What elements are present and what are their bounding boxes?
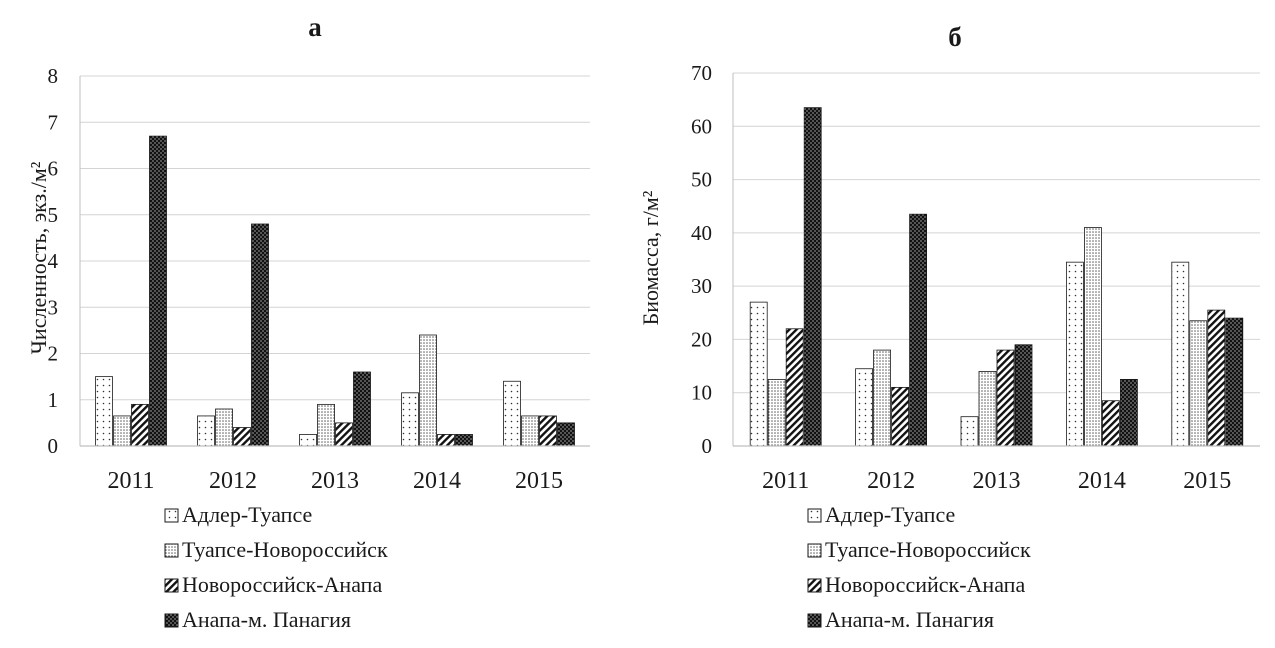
chart-b-bar bbox=[785, 328, 804, 447]
chart-b-bar bbox=[1120, 378, 1138, 447]
chart-b-y-tick-label: 70 bbox=[691, 61, 712, 85]
chart-b-legend-swatch bbox=[807, 508, 822, 523]
chart-b-biomass: б Биомасса, г/м² 0 10 20 30 40 50 60 70 2011 201… bbox=[638, 22, 1260, 632]
chart-b-y-axis-label: Биомасса, г/м² bbox=[638, 190, 663, 325]
chart-a-legend-swatch bbox=[164, 613, 179, 628]
chart-a-bar bbox=[401, 392, 419, 447]
chart-b-y-tick-label: 30 bbox=[691, 274, 712, 298]
chart-a-legend-label: Новороссийск-Анапа bbox=[182, 572, 382, 597]
chart-a-y-axis-label: Численность, экз./м² bbox=[26, 161, 51, 354]
chart-a-bar bbox=[455, 434, 473, 447]
chart-b-legend-swatch bbox=[807, 543, 822, 558]
chart-b-bar bbox=[1207, 309, 1226, 447]
chart-a-bar bbox=[197, 415, 215, 447]
chart-b-x-tick-label: 2015 bbox=[1183, 468, 1231, 494]
chart-a-bar bbox=[251, 223, 269, 447]
chart-a-bar bbox=[503, 380, 521, 447]
chart-a-legend-label: Туапсе-Новороссийск bbox=[182, 537, 388, 562]
chart-b-y-tick-label: 50 bbox=[691, 168, 712, 192]
chart-b-bar bbox=[909, 213, 927, 447]
chart-a-y-tick-label: 1 bbox=[48, 388, 59, 412]
chart-a-x-tick-label: 2013 bbox=[311, 468, 359, 494]
chart-b-y-tick-label: 10 bbox=[691, 381, 712, 405]
chart-a-title: а bbox=[308, 12, 322, 42]
chart-a-bar bbox=[557, 422, 575, 447]
chart-a-bar bbox=[419, 334, 437, 447]
chart-b-legend-swatch bbox=[807, 578, 822, 593]
chart-a-bar bbox=[149, 135, 167, 447]
chart-b-legend-swatch bbox=[807, 613, 822, 628]
chart-b-y-tick-label: 60 bbox=[691, 114, 712, 138]
chart-b-bar bbox=[767, 378, 786, 447]
chart-a-y-tick-label: 6 bbox=[48, 157, 59, 181]
chart-b-bar bbox=[891, 386, 909, 447]
chart-a-x-tick-label: 2012 bbox=[209, 468, 257, 494]
chart-a-legend-swatch bbox=[164, 578, 179, 593]
chart-b-y-tick-label: 0 bbox=[702, 434, 713, 458]
chart-b-y-tick-label: 20 bbox=[691, 327, 712, 351]
chart-a-bar bbox=[95, 376, 113, 447]
chart-a-bar bbox=[299, 434, 317, 447]
chart-b-bar bbox=[996, 349, 1015, 447]
chart-a-x-tick-label: 2015 bbox=[515, 468, 563, 494]
chart-a-bar bbox=[113, 415, 131, 447]
chart-b-bar bbox=[960, 416, 979, 447]
chart-a-bar bbox=[437, 434, 455, 447]
chart-b-bar bbox=[1084, 227, 1102, 447]
chart-b-bar bbox=[1189, 320, 1208, 447]
chart-a-y-tick-label: 0 bbox=[48, 434, 59, 458]
chart-a-legend-label: Адлер-Туапсе bbox=[182, 502, 312, 527]
chart-a-y-tick-label: 8 bbox=[48, 64, 59, 88]
chart-a-y-tick-label: 3 bbox=[48, 295, 59, 319]
chart-a-x-tick-label: 2014 bbox=[413, 468, 461, 494]
chart-a-legend-swatch bbox=[164, 508, 179, 523]
chart-b-bar bbox=[749, 301, 768, 447]
chart-a-legend-swatch bbox=[164, 543, 179, 558]
chart-b-x-tick-label: 2012 bbox=[867, 468, 915, 494]
chart-a-bar bbox=[539, 415, 557, 447]
chart-a-y-tick-label: 7 bbox=[48, 110, 59, 134]
chart-a-y-tick-label: 4 bbox=[48, 249, 59, 273]
chart-b-legend-label: Адлер-Туапсе bbox=[825, 502, 955, 527]
chart-a-bar bbox=[131, 403, 149, 447]
chart-a-bar bbox=[233, 427, 251, 447]
chart-b-bar bbox=[855, 368, 873, 447]
chart-b-x-tick-label: 2014 bbox=[1078, 468, 1126, 494]
chart-b-bar bbox=[1225, 317, 1244, 447]
chart-b-legend-label: Новороссийск-Анапа bbox=[825, 572, 1025, 597]
chart-b-bar bbox=[1171, 261, 1190, 447]
chart-b-bar bbox=[978, 370, 997, 447]
chart-a-legend-label: Анапа-м. Панагия bbox=[182, 607, 351, 632]
chart-a-bar bbox=[521, 415, 539, 447]
chart-b-x-tick-label: 2013 bbox=[973, 468, 1021, 494]
chart-a-bar bbox=[317, 403, 335, 447]
chart-b-legend-label: Анапа-м. Панагия bbox=[825, 607, 994, 632]
chart-b-bar bbox=[803, 107, 822, 447]
chart-a-numbers: а Численность, экз./м² 0 1 2 3 4 5 6 7 8 2011 201… bbox=[26, 12, 590, 632]
chart-a-x-tick-label: 2011 bbox=[107, 468, 154, 494]
chart-b-x-tick-label: 2011 bbox=[762, 468, 809, 494]
chart-a-bar bbox=[335, 422, 353, 447]
chart-b-bar bbox=[1066, 261, 1084, 447]
chart-a-bar bbox=[353, 371, 371, 447]
chart-b-legend-label: Туапсе-Новороссийск bbox=[825, 537, 1031, 562]
chart-b-bar bbox=[1102, 400, 1120, 447]
chart-b-bar bbox=[873, 349, 891, 447]
chart-a-y-tick-label: 5 bbox=[48, 203, 59, 227]
chart-a-y-tick-label: 2 bbox=[48, 342, 59, 366]
chart-b-bar bbox=[1014, 344, 1033, 447]
chart-a-bar bbox=[215, 408, 233, 447]
chart-b-title: б bbox=[948, 22, 962, 52]
chart-b-y-tick-label: 40 bbox=[691, 221, 712, 245]
